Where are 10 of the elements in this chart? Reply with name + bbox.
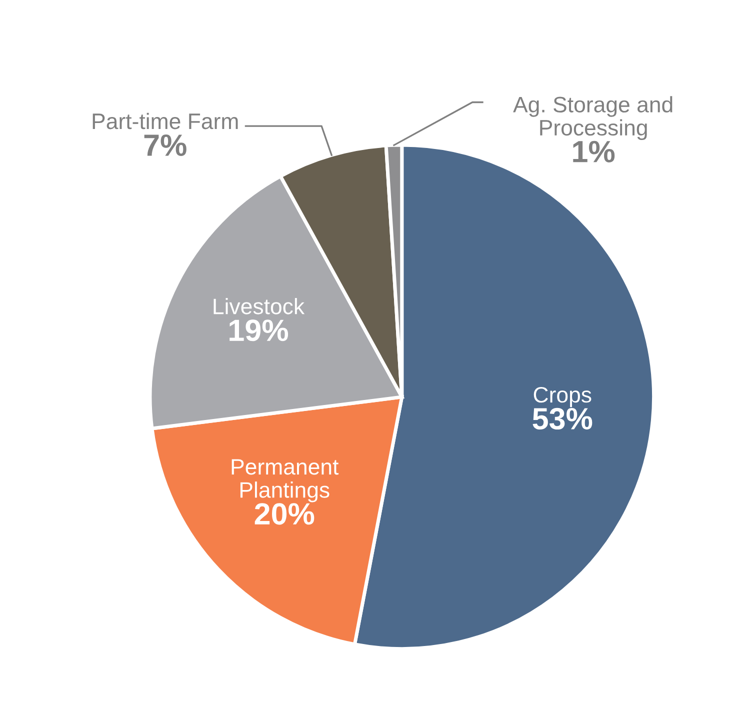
- data-label: 20%: [254, 503, 314, 525]
- data-label: 1%: [573, 140, 615, 162]
- data-label: 53%: [532, 408, 592, 430]
- slice-label: Permanent Plantings: [232, 459, 339, 502]
- data-label: 7%: [144, 134, 186, 156]
- slice-label: Livestock: [214, 298, 305, 314]
- legend-label: Ag. Storage and Processing: [513, 96, 672, 140]
- data-label: 19%: [230, 320, 288, 342]
- slice-label: Part-time Farm: [92, 112, 238, 130]
- slice-label: Crops: [534, 386, 592, 408]
